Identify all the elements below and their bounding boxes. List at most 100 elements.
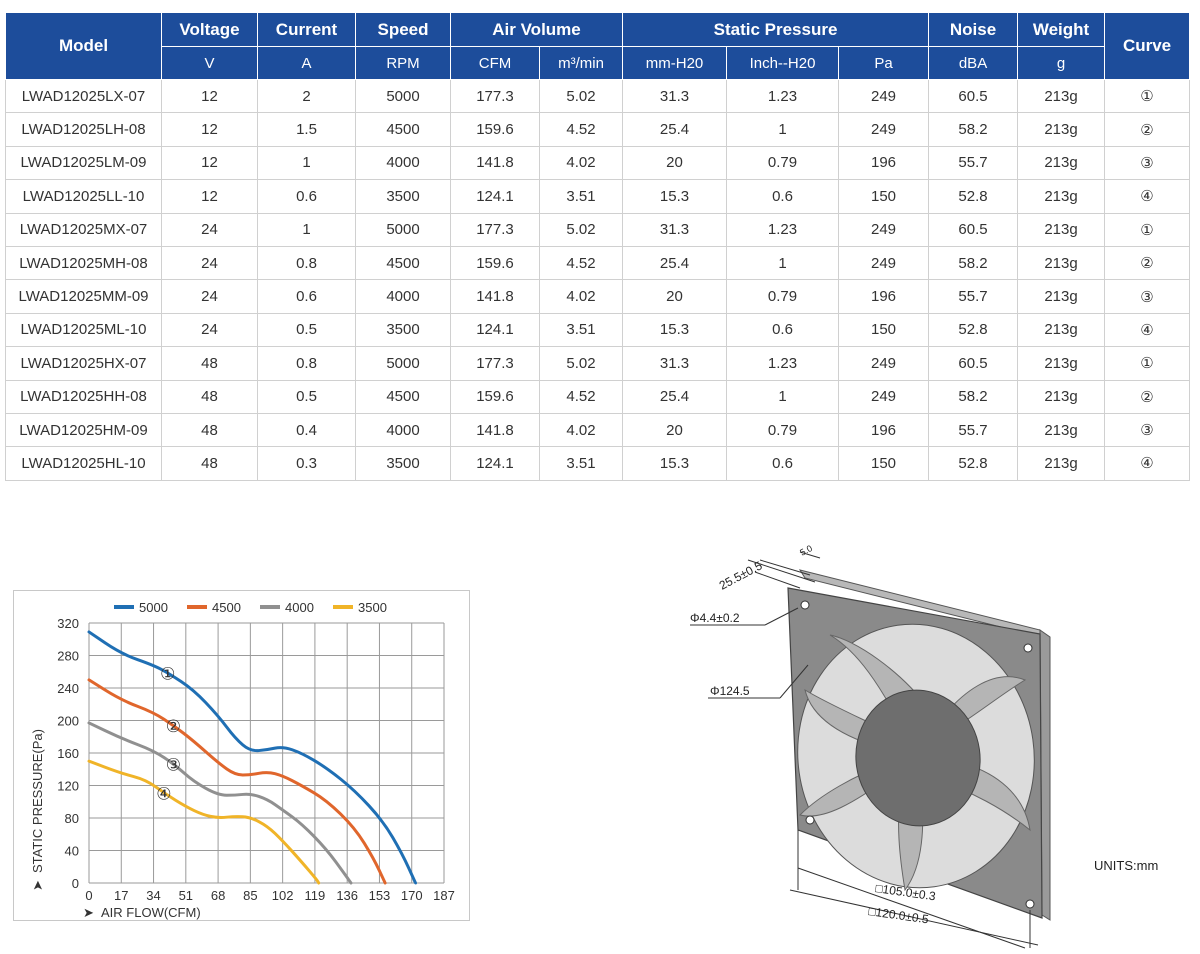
unit-header: A [257, 46, 356, 80]
table-row: LWAD12025LX-07 12 2 5000 177.3 5.02 31.3 1.23 24… [5, 78, 1191, 114]
header-weight: Weight [1017, 12, 1106, 47]
table-cell: 5000 [355, 212, 451, 247]
table-cell: 196 [838, 279, 930, 314]
table-cell: 0.79 [726, 279, 840, 314]
series-line-4000 [87, 721, 353, 885]
table-cell: ① [1104, 78, 1191, 114]
table-cell: 31.3 [622, 78, 728, 114]
table-cell: 124.1 [450, 446, 540, 481]
table-cell: 24 [161, 212, 258, 247]
table-cell: 196 [838, 145, 930, 181]
depth-dimension: 25.5±0.5 [717, 558, 765, 592]
table-cell: 213g [1017, 346, 1106, 381]
table-cell: 141.8 [450, 145, 540, 181]
table-row: LWAD12025HL-10 48 0.3 3500 124.1 3.51 15.3 0.6 1… [5, 446, 1191, 481]
table-cell: 1.5 [257, 112, 356, 147]
y-tick-label: 240 [57, 681, 79, 696]
table-cell: 249 [838, 212, 930, 247]
model-cell: LWAD12025ML-10 [5, 312, 162, 348]
table-cell: 3500 [355, 446, 451, 481]
table-row: LWAD12025ML-10 24 0.5 3500 124.1 3.51 15.3 0.6 1… [5, 312, 1191, 348]
table-cell: 159.6 [450, 245, 540, 281]
table-cell: 249 [838, 112, 930, 147]
dimension-lines [690, 551, 1039, 949]
model-cell: LWAD12025HH-08 [5, 379, 162, 414]
table-cell: 24 [161, 245, 258, 281]
table-cell: 20 [622, 145, 728, 181]
pressure-flow-chart: 0 17 34 51 68 85 102 119 136 153 170 187 0 40 80 120 160… [13, 590, 470, 921]
y-tick-label: 80 [65, 811, 79, 826]
table-cell: 0.6 [726, 312, 840, 348]
table-cell: 0.8 [257, 245, 356, 281]
table-cell: 20 [622, 279, 728, 314]
table-cell: 213g [1017, 179, 1106, 214]
table-cell: 213g [1017, 245, 1106, 281]
table-cell: 0.8 [257, 346, 356, 381]
model-cell: LWAD12025LM-09 [5, 145, 162, 181]
table-row: LWAD12025HX-07 48 0.8 5000 177.3 5.02 31.3 1.23… [5, 346, 1191, 381]
table-cell: 249 [838, 379, 930, 414]
y-tick-label: 120 [57, 779, 79, 794]
table-row: LWAD12025LM-09 12 1 4000 141.8 4.02 20 0.79 196 5… [5, 145, 1191, 181]
table-cell: 48 [161, 379, 258, 414]
x-tick-label: 119 [305, 888, 326, 903]
table-cell: ③ [1104, 412, 1191, 448]
model-cell: LWAD12025HL-10 [5, 446, 162, 481]
table-cell: 52.8 [928, 312, 1019, 348]
x-axis-arrow-icon: ➤ [83, 905, 94, 920]
table-cell: 25.4 [622, 112, 728, 147]
table-row: LWAD12025MH-08 24 0.8 4500 159.6 4.52 25.4 1 249… [5, 245, 1191, 281]
table-cell: ③ [1104, 145, 1191, 181]
table-cell: 2 [257, 78, 356, 114]
table-cell: 4000 [355, 412, 451, 448]
table-cell: 4500 [355, 245, 451, 281]
table-cell: 48 [161, 446, 258, 481]
header-speed: Speed [355, 12, 451, 47]
table-cell: 4.52 [538, 112, 624, 147]
legend-label: 4000 [285, 600, 314, 615]
mounting-hole [1025, 899, 1035, 909]
table-cell: 5.02 [538, 78, 624, 114]
table-cell: 12 [161, 112, 258, 147]
table-row: LWAD12025HH-08 48 0.5 4500 159.6 4.52 25.4 1 249… [5, 379, 1191, 414]
x-tick-label: 170 [401, 888, 423, 903]
table-cell: 5000 [355, 78, 451, 114]
table-cell: 4.52 [538, 379, 624, 414]
curve-marker-label: ① [160, 664, 175, 683]
table-cell: ① [1104, 346, 1191, 381]
table-cell: ④ [1104, 179, 1191, 214]
table-cell: 3500 [355, 312, 451, 348]
series-line-4500 [87, 678, 387, 885]
table-row: LWAD12025MX-07 24 1 5000 177.3 5.02 31.3 1.23 24… [5, 212, 1191, 247]
table-cell: 60.5 [928, 346, 1019, 381]
table-cell: 0.6 [726, 179, 840, 214]
table-cell: 213g [1017, 379, 1106, 414]
model-cell: LWAD12025MM-09 [5, 279, 162, 314]
y-tick-label: 280 [57, 649, 79, 664]
header-row-groups: Model Voltage Current Speed Air Volume S… [5, 12, 1191, 80]
header-air-volume: Air Volume [449, 12, 624, 47]
model-cell: LWAD12025MH-08 [5, 245, 162, 281]
table-cell: 213g [1017, 312, 1106, 348]
spec-table: Model Voltage Current Speed Air Volume S… [5, 12, 1191, 481]
y-tick-label: 320 [57, 616, 79, 631]
table-cell: 4.02 [538, 412, 624, 448]
table-cell: 4500 [355, 112, 451, 147]
x-tick-label: 34 [146, 888, 160, 903]
table-cell: 213g [1017, 112, 1106, 147]
table-cell: 249 [838, 245, 930, 281]
table-cell: 1 [257, 145, 356, 181]
y-axis-label: STATIC PRESSURE(Pa) [30, 729, 45, 873]
header-static-pressure: Static Pressure [622, 12, 930, 47]
table-cell: 150 [838, 312, 930, 348]
table-cell: 4.02 [538, 279, 624, 314]
table-cell: 4.02 [538, 145, 624, 181]
mounting-hole [805, 815, 815, 825]
fan-dimension-drawing: 25.5±0.5 5.0 Φ4.4±0.2 Φ124.5 □105.0±0.3 … [690, 543, 1158, 949]
table-cell: 177.3 [450, 212, 540, 247]
table-cell: 4500 [355, 379, 451, 414]
table-cell: 20 [622, 412, 728, 448]
table-cell: 249 [838, 78, 930, 114]
unit-header: Pa [838, 46, 930, 80]
table-cell: ④ [1104, 312, 1191, 348]
